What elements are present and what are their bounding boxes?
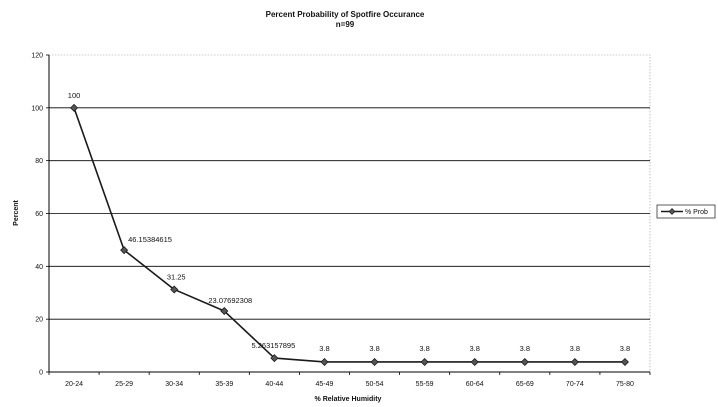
data-point	[570, 357, 579, 366]
y-tick-label: 60	[35, 211, 43, 218]
data-labels: 100 46.15384615 31.25 23.07692308 5.26315789…	[68, 91, 630, 353]
legend-marker	[668, 208, 676, 215]
data-point	[420, 357, 429, 366]
legend: % Prob	[656, 204, 716, 219]
data-label: 3.8	[620, 344, 630, 353]
data-label: 3.8	[319, 344, 329, 353]
x-tick-label: 35-39	[215, 381, 233, 388]
x-tick-label: 50-54	[366, 381, 384, 388]
legend-label: % Prob	[685, 209, 708, 216]
data-point	[70, 103, 79, 112]
x-tick-label: 25-29	[115, 381, 133, 388]
data-point	[370, 357, 379, 366]
y-tick-label: 40	[35, 264, 43, 271]
data-point	[120, 246, 129, 255]
data-label: 31.25	[167, 272, 186, 281]
y-tick-label: 80	[35, 158, 43, 165]
data-point	[320, 357, 329, 366]
series-group	[70, 103, 629, 366]
x-tick-label: 20-24	[65, 381, 83, 388]
x-tick-label: 60-64	[466, 381, 484, 388]
chart-title: Percent Probability of Spotfire Occuranc…	[266, 10, 425, 19]
data-point	[620, 357, 629, 366]
data-point	[220, 307, 229, 316]
x-tick-label: 65-69	[516, 381, 534, 388]
data-label: 3.8	[419, 344, 429, 353]
data-point	[270, 354, 279, 363]
series-line	[73, 107, 625, 363]
data-label: 3.8	[369, 344, 379, 353]
y-tick-label: 100	[31, 105, 43, 112]
data-point	[170, 285, 179, 294]
data-label: 3.8	[469, 344, 479, 353]
x-tick-label: 55-59	[416, 381, 434, 388]
x-tick-label: 40-44	[265, 381, 283, 388]
y-tick-label: 20	[35, 317, 43, 324]
data-label: 46.15384615	[128, 235, 172, 244]
x-axis-title: % Relative Humidity	[315, 396, 382, 403]
x-axis-ticks: 20-24 25-29 30-34 35-39 40-44 45-49 50-54 55-59…	[48, 372, 651, 388]
gridlines	[49, 107, 650, 320]
x-tick-label: 30-34	[165, 381, 183, 388]
x-tick-label: 70-74	[566, 381, 584, 388]
y-tick-label: 120	[31, 53, 43, 60]
y-tick-label: 0	[39, 370, 43, 377]
data-point	[520, 357, 529, 366]
data-point	[470, 357, 479, 366]
y-axis-title: Percent	[13, 199, 20, 225]
legend-box	[656, 204, 716, 219]
data-label: 23.07692308	[208, 296, 252, 305]
data-label: 3.8	[520, 344, 530, 353]
x-tick-label: 75-80	[616, 381, 634, 388]
y-axis-ticks: 0 20 40 60 80 100 120	[31, 53, 49, 377]
chart-subtitle: n=99	[336, 20, 355, 29]
data-label: 100	[68, 91, 81, 100]
data-label: 3.8	[570, 344, 580, 353]
data-label: 5.263157895	[251, 341, 295, 350]
x-tick-label: 45-49	[316, 381, 334, 388]
